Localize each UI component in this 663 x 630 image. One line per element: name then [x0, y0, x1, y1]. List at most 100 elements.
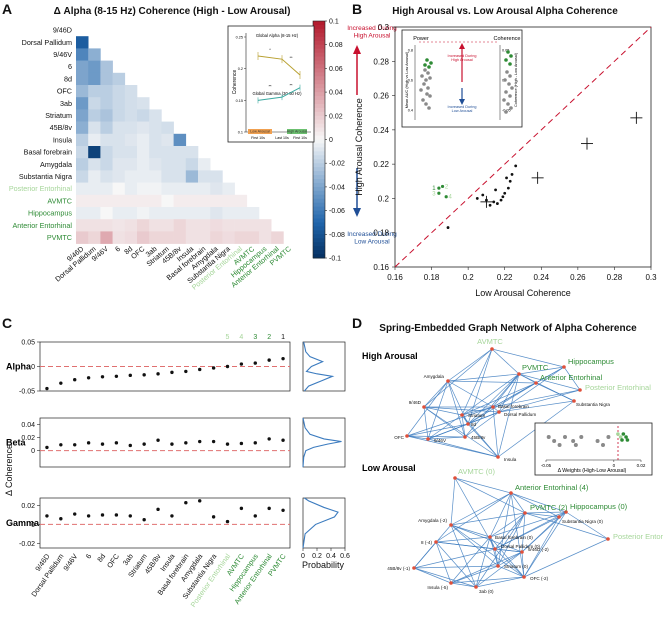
heatmap-cell	[161, 146, 174, 159]
heatmap-cell	[88, 97, 101, 110]
colorbar-segment	[313, 198, 325, 204]
heatmap-cell	[185, 182, 199, 196]
x-label-ofc: OFC	[105, 552, 121, 570]
inset-x-label: First 10s	[251, 136, 265, 140]
network-edge	[427, 414, 463, 440]
network-edge	[413, 541, 437, 569]
network-node-label: 8d	[471, 422, 477, 427]
density-curve	[303, 341, 335, 392]
weight-gray-dot	[606, 435, 611, 439]
network-node-posterior-entorhinal-1	[606, 537, 610, 541]
heatmap-cell	[76, 36, 89, 49]
power-coherence-inset: Power Coherence Increased During High Aro…	[401, 29, 523, 128]
colorbar-segment	[313, 52, 325, 58]
heatmap-cell	[198, 194, 211, 208]
colorbar-segment	[313, 92, 325, 97]
low-arousal-bar	[248, 129, 272, 134]
heatmap-cell	[198, 170, 211, 183]
network-node-striatum	[460, 413, 464, 417]
network-edge	[492, 406, 499, 458]
green-point-label: 4	[449, 195, 453, 201]
colorbar-segment	[313, 111, 325, 117]
colorbar-tick-label: 0.04	[329, 90, 343, 97]
heatmap-cell	[124, 194, 138, 208]
significance-star: **	[268, 84, 272, 89]
scatter-green-point	[444, 195, 448, 199]
weights-tick-label: 0.02	[637, 463, 646, 468]
row-label-3ab: 3ab	[60, 99, 72, 108]
y-tick-label: 0.04	[21, 422, 35, 429]
scatter-point	[510, 173, 514, 176]
network-edge	[450, 524, 523, 553]
distribution-frame	[302, 497, 346, 549]
coherence-dot	[45, 386, 49, 391]
network-edge	[523, 511, 567, 578]
coherence-dot	[267, 437, 271, 441]
weights-tick-label: 0	[613, 463, 616, 468]
colorbar-segment	[313, 115, 325, 121]
global-gamma-label: Global Gamma (30-50 Hz)	[252, 91, 302, 96]
network-node-basal-forebrain	[491, 405, 495, 409]
network-node-avmtc	[490, 347, 494, 351]
inset-left-tick: 0.6	[408, 79, 413, 83]
colorbar-segment	[313, 80, 325, 85]
inset-green-dot	[509, 54, 513, 58]
heatmap-cell	[173, 219, 187, 232]
network-edge	[494, 516, 560, 550]
colorbar-segment	[313, 139, 325, 144]
heatmap-cell	[234, 231, 248, 244]
low-arousal-label: Low Arousal	[362, 463, 416, 473]
coherence-dot	[114, 374, 119, 378]
colorbar-segment	[313, 151, 325, 156]
coherence-dot	[156, 372, 160, 376]
scatter-point	[514, 164, 518, 168]
colorbar-segment	[313, 119, 325, 125]
coherence-dot	[73, 378, 77, 382]
colorbar-segment	[313, 218, 325, 223]
heatmap-cell	[124, 133, 138, 147]
weight-green-dot	[625, 438, 630, 442]
inset-gray-dot	[425, 92, 429, 96]
coherence-dot	[281, 356, 285, 361]
inset-gray-dot	[504, 110, 508, 114]
inset-left-tick: 0.4	[408, 109, 413, 113]
inset-y-ticks: 0.25 0.2 0.15 0.1	[236, 36, 246, 135]
row-label-9-46v: 9/46V	[53, 50, 72, 59]
colorbar-tick-label: 0.06	[329, 66, 343, 73]
network-edge	[510, 492, 525, 578]
inset-gray-dot	[426, 86, 430, 90]
coherence-dot	[114, 513, 119, 517]
heatmap-cell	[124, 158, 138, 171]
network-node-label: PVMTC	[522, 363, 549, 372]
network-edge	[489, 492, 512, 538]
scatter-points: 1 2 3 4	[432, 111, 643, 229]
low-arousal-bar-label: Low Arousal	[250, 130, 270, 134]
heatmap-cell	[161, 170, 174, 183]
scatter-cross-point	[480, 195, 493, 208]
network-node-label: 9/46V	[434, 438, 447, 443]
scatter-point	[503, 191, 507, 195]
x-tick-label: 0.28	[607, 273, 623, 282]
heatmap-cell	[76, 207, 89, 220]
inset-gray-dot	[419, 88, 423, 92]
y-tick-label: 0.24	[373, 126, 389, 135]
y-tick-label: 0.28	[373, 57, 389, 66]
weights-ticks: -0.05 0 0.02	[541, 460, 646, 468]
network-node-label: Basal forebrain (0)	[495, 535, 533, 540]
heatmap-cell	[88, 194, 101, 208]
coherence-dot	[184, 441, 188, 445]
coherence-title: Coherence	[494, 36, 521, 42]
heatmap-cell	[124, 85, 138, 98]
heatmap-cell	[124, 109, 138, 122]
inset-gray-dot	[421, 98, 425, 102]
heatmap-cell	[88, 146, 101, 159]
row-label-striatum: Striatum	[45, 111, 72, 120]
y-tick-label: 0.05	[21, 340, 35, 347]
panel-b-scatter: High Arousal vs. Low Arousal Alpha Coher…	[354, 6, 657, 298]
network-node-label: Striatum (0)	[504, 564, 528, 569]
heatmap-cell	[198, 158, 211, 171]
network-edge	[406, 406, 494, 437]
panel-a-heatmap: Δ Alpha (8-15 Hz) Coherence (High - Low …	[9, 6, 397, 292]
